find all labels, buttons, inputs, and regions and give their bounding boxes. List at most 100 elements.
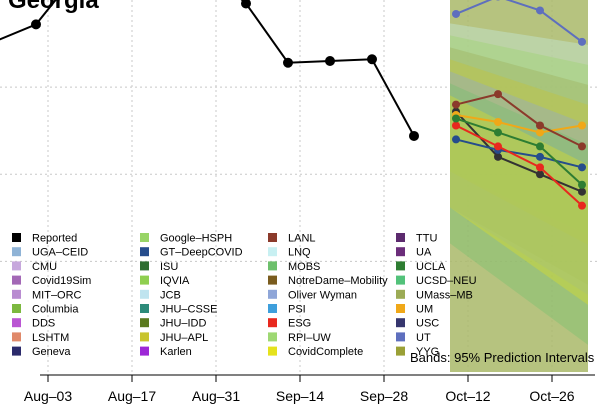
legend-label-17: Karlen xyxy=(160,346,192,358)
x-tick-label-0: Aug–03 xyxy=(24,388,72,404)
forecast-line-6 xyxy=(455,117,583,186)
legend-swatch-4 xyxy=(12,289,21,299)
legend-swatch-19 xyxy=(268,247,277,257)
forecast-point-2-3 xyxy=(578,121,586,130)
forecast-point-4-2 xyxy=(536,152,544,161)
legend: Reported UGA–CEID CMU Covid19Sim MIT–ORC Colu… xyxy=(12,233,477,358)
reported-line xyxy=(0,0,415,137)
legend-label-35: YYG xyxy=(416,346,439,358)
x-tick-label-5: Oct–12 xyxy=(445,388,490,404)
forecast-line-0 xyxy=(455,0,583,43)
legend-swatch-26 xyxy=(268,346,277,356)
reported-point-7 xyxy=(283,57,293,68)
forecast-point-2-1 xyxy=(494,118,502,126)
forecast-point-0-0 xyxy=(452,9,460,18)
legend-swatch-17 xyxy=(140,346,149,356)
forecast-point-6-2 xyxy=(536,142,544,151)
legend-swatch-3 xyxy=(12,275,21,285)
prediction-band-0 xyxy=(450,23,588,185)
forecast-point-3-2 xyxy=(536,121,544,130)
band-note: Bands: 95% Prediction Intervals xyxy=(410,350,595,365)
prediction-band-5 xyxy=(450,83,588,345)
forecast-point-6-1 xyxy=(494,128,502,137)
legend-label-3: Covid19Sim xyxy=(32,275,91,287)
legend-swatch-5 xyxy=(12,304,21,313)
prediction-band-1 xyxy=(450,35,588,235)
legend-label-25: RPI–UW xyxy=(288,332,331,344)
legend-swatch-27 xyxy=(396,233,405,242)
x-tick-label-1: Aug–17 xyxy=(108,388,156,404)
forecast-point-0-3 xyxy=(578,37,586,46)
legend-label-5: Columbia xyxy=(32,304,79,316)
forecast-point-1-1 xyxy=(494,152,502,161)
legend-label-10: GT–DeepCOVID xyxy=(160,247,243,259)
forecast-line-5 xyxy=(455,124,583,207)
legend-swatch-35 xyxy=(396,346,405,356)
forecast-point-5-1 xyxy=(494,142,502,151)
forecast-point-4-3 xyxy=(578,163,586,172)
legend-swatch-28 xyxy=(396,247,405,257)
legend-swatch-7 xyxy=(12,332,21,342)
forecast-point-5-0 xyxy=(452,121,460,130)
legend-swatch-21 xyxy=(268,275,277,285)
reported-series xyxy=(0,0,419,141)
x-tick-label-6: Oct–26 xyxy=(529,388,574,404)
legend-swatch-16 xyxy=(140,332,149,342)
reported-point-1 xyxy=(31,19,41,30)
legend-label-16: JHU–APL xyxy=(160,332,208,344)
legend-label-19: LNQ xyxy=(288,247,311,259)
forecast-line-2 xyxy=(455,114,583,134)
legend-label-22: Oliver Wyman xyxy=(288,289,357,301)
legend-label-26: CovidComplete xyxy=(288,346,363,358)
legend-swatch-11 xyxy=(140,261,149,271)
legend-swatch-23 xyxy=(268,304,277,313)
legend-swatch-2 xyxy=(12,261,21,271)
legend-label-32: UM xyxy=(416,304,433,316)
reported-point-9 xyxy=(367,54,377,65)
legend-label-13: JCB xyxy=(160,289,181,301)
forecast-point-5-3 xyxy=(578,201,586,210)
forecast-line-4 xyxy=(455,138,583,169)
legend-label-18: LANL xyxy=(288,233,316,245)
legend-label-12: IQVIA xyxy=(160,275,190,287)
legend-label-30: UCSD–NEU xyxy=(416,275,477,287)
forecast-point-5-2 xyxy=(536,163,544,172)
prediction-band-6 xyxy=(450,95,588,305)
legend-label-24: ESG xyxy=(288,318,311,330)
legend-swatch-29 xyxy=(396,261,405,271)
legend-swatch-25 xyxy=(268,332,277,342)
legend-swatch-12 xyxy=(140,275,149,285)
legend-label-7: LSHTM xyxy=(32,332,69,344)
legend-label-1: UGA–CEID xyxy=(32,247,88,259)
legend-label-33: USC xyxy=(416,318,439,330)
forecast-point-0-1 xyxy=(496,0,500,1)
x-tick-label-4: Sep–28 xyxy=(360,388,408,404)
legend-swatch-30 xyxy=(396,275,405,285)
legend-label-0: Reported xyxy=(32,233,77,245)
forecast-lines xyxy=(452,0,586,210)
legend-swatch-33 xyxy=(396,318,405,328)
prediction-band-envelope xyxy=(450,0,588,372)
legend-label-4: MIT–ORC xyxy=(32,289,82,301)
legend-label-6: DDS xyxy=(32,318,55,330)
legend-swatch-22 xyxy=(268,289,277,299)
legend-label-34: UT xyxy=(416,332,431,344)
legend-label-31: UMass–MB xyxy=(416,289,473,301)
x-axis: Aug–03 Aug–17 Aug–31 Sep–14 Sep–28 Oct–12 Oct–… xyxy=(24,375,575,404)
legend-swatch-14 xyxy=(140,304,149,313)
forecast-point-4-0 xyxy=(452,135,460,144)
legend-swatch-1 xyxy=(12,247,21,257)
reported-point-8 xyxy=(325,56,335,66)
legend-label-29: UCLA xyxy=(416,261,446,273)
legend-swatch-20 xyxy=(268,261,277,271)
legend-swatch-10 xyxy=(140,247,149,257)
legend-swatch-32 xyxy=(396,304,405,313)
forecast-line-3 xyxy=(455,93,583,148)
legend-swatch-8 xyxy=(12,346,21,356)
legend-swatch-18 xyxy=(268,233,277,242)
forecast-point-6-0 xyxy=(452,114,460,123)
legend-label-28: UA xyxy=(416,247,432,259)
legend-swatch-13 xyxy=(140,289,149,299)
legend-swatch-31 xyxy=(396,289,405,299)
forecast-point-3-3 xyxy=(578,142,586,151)
